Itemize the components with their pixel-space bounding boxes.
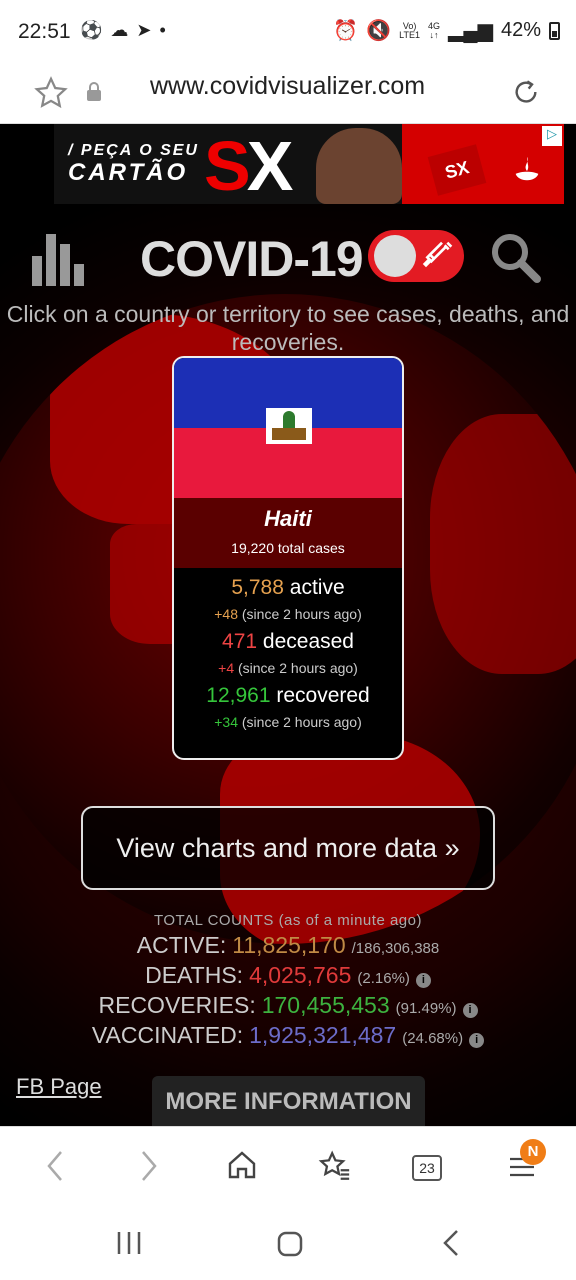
totals-vaccinated-row: VACCINATED: 1,925,321,487 (24.68%) i	[0, 1022, 576, 1049]
active-since: (since 2 hours ago)	[241, 606, 362, 622]
fb-page-link[interactable]: FB Page	[16, 1074, 102, 1099]
ad-tagline: / PEÇA O SEU CARTÃO	[68, 142, 199, 186]
vaccinated-total-label: VACCINATED:	[91, 1022, 244, 1048]
ad-banner[interactable]: / PEÇA O SEU CARTÃO SX SX ▷	[54, 124, 564, 204]
signal-icon: ▂▄▆	[448, 20, 493, 42]
dot-icon: •	[159, 20, 166, 40]
totals-header: TOTAL COUNTS (as of a minute ago)	[154, 912, 422, 929]
alarm-icon: ⏰	[333, 20, 359, 42]
cases-total-value: /186,306,388	[351, 940, 440, 957]
status-bar: 22:51 ⚽ ☁ ➤ • ⏰ 🔇 Vo) LTE1 4G ↓↑ ▂▄▆ 42%	[0, 0, 576, 62]
lock-icon	[84, 80, 104, 104]
santander-logo-icon	[510, 154, 544, 188]
soccer-icon: ⚽	[80, 20, 103, 40]
total-counts: TOTAL COUNTS (as of a minute ago) ACTIVE…	[0, 912, 576, 1049]
active-label: active	[289, 576, 345, 599]
recent-apps-icon[interactable]	[114, 1228, 144, 1258]
cloud-icon: ☁	[110, 20, 129, 40]
syringe-icon	[422, 240, 454, 272]
recoveries-total-value: 170,455,453	[261, 992, 390, 1018]
deaths-percent: (2.16%)	[357, 970, 410, 987]
flag-red-band	[174, 408, 402, 498]
ad-card-image: SX	[402, 124, 564, 204]
deceased-label: deceased	[262, 630, 354, 653]
vaccinated-percent: (24.68%)	[402, 1030, 464, 1047]
toggle-knob	[374, 235, 416, 277]
search-icon[interactable]	[488, 230, 544, 286]
recovered-since: (since 2 hours ago)	[241, 714, 362, 730]
vaccinated-total-value: 1,925,321,487	[249, 1022, 397, 1048]
totals-active-row: ACTIVE: 11,825,170 /186,306,388	[0, 932, 576, 959]
recovered-change: +34	[214, 714, 238, 730]
bar-chart-icon[interactable]	[32, 234, 90, 286]
bookmark-star-icon[interactable]	[32, 74, 70, 112]
address-bar: www.covidvisualizer.com	[0, 62, 576, 124]
deaths-total-value: 4,025,765	[249, 962, 352, 988]
deceased-since: (since 2 hours ago)	[238, 660, 358, 676]
country-name: Haiti	[264, 506, 312, 531]
notification-badge: N	[520, 1139, 546, 1165]
status-right: ⏰ 🔇 Vo) LTE1 4G ↓↑ ▂▄▆ 42%	[333, 18, 560, 43]
home-icon[interactable]	[224, 1147, 260, 1183]
view-charts-button[interactable]: View charts and more data »	[81, 806, 495, 890]
browser-toolbar: 23 N	[0, 1126, 576, 1206]
battery-percent: 42%	[500, 19, 541, 41]
stat-recovered: 12,961 recovered +34 (since 2 hours ago)	[174, 684, 402, 730]
active-total-label: ACTIVE:	[136, 932, 227, 958]
totals-deaths-row: DEATHS: 4,025,765 (2.16%) i	[0, 962, 576, 989]
url-text[interactable]: www.covidvisualizer.com	[150, 72, 426, 100]
europe-africa-region[interactable]	[430, 414, 576, 674]
vaccinated-info-icon[interactable]: i	[469, 1033, 485, 1048]
ad-card: SX	[427, 144, 487, 196]
notification-icons: ⚽ ☁ ➤ •	[80, 20, 166, 41]
country-header: Haiti 19,220 total cases	[174, 498, 402, 568]
home-button-icon[interactable]	[274, 1228, 306, 1260]
volte-indicator: Vo) LTE1	[399, 20, 421, 40]
stat-active: 5,788 active +48 (since 2 hours ago)	[174, 576, 402, 622]
forward-icon[interactable]	[132, 1149, 166, 1183]
totals-recoveries-row: RECOVERIES: 170,455,453 (91.49%) i	[0, 992, 576, 1019]
active-change: +48	[214, 606, 238, 622]
recoveries-total-label: RECOVERIES:	[98, 992, 256, 1018]
web-content: / PEÇA O SEU CARTÃO SX SX ▷ COVID-19 Cli…	[0, 124, 576, 1126]
ad-person-image	[316, 128, 402, 204]
instructions-text: Click on a country or territory to see c…	[6, 301, 570, 355]
status-time: 22:51	[18, 20, 71, 43]
site-header: COVID-19	[0, 224, 576, 294]
active-value: 5,788	[231, 576, 284, 599]
back-icon[interactable]	[38, 1149, 72, 1183]
reload-icon[interactable]	[506, 72, 546, 112]
deceased-value: 471	[222, 630, 258, 653]
tabs-count-icon[interactable]: 23	[412, 1155, 442, 1181]
active-total-value: 11,825,170	[232, 932, 346, 958]
ad-choices-icon[interactable]: ▷	[542, 126, 562, 146]
ad-brand: SX	[204, 127, 293, 204]
deaths-total-label: DEATHS:	[145, 962, 244, 988]
vaccine-toggle[interactable]	[368, 230, 464, 282]
site-title: COVID-19	[140, 231, 364, 287]
coat-of-arms-icon	[266, 408, 312, 444]
telegram-icon: ➤	[136, 20, 152, 40]
recoveries-info-icon[interactable]: i	[462, 1003, 478, 1018]
battery-icon	[549, 21, 560, 40]
stat-deceased: 471 deceased +4 (since 2 hours ago)	[174, 630, 402, 676]
system-back-icon[interactable]	[436, 1228, 466, 1258]
deceased-change: +4	[218, 660, 235, 676]
country-popup[interactable]: Haiti 19,220 total cases 5,788 active +4…	[172, 356, 404, 760]
total-cases: 19,220 total cases	[231, 540, 345, 556]
system-nav-bar	[0, 1206, 576, 1280]
4g-indicator: 4G ↓↑	[428, 20, 441, 40]
bookmarks-icon[interactable]	[316, 1147, 354, 1185]
more-information-button[interactable]: MORE INFORMATION	[152, 1076, 425, 1126]
mute-icon: 🔇	[366, 20, 392, 42]
recovered-value: 12,961	[206, 684, 271, 707]
recoveries-percent: (91.49%)	[395, 1000, 457, 1017]
recovered-label: recovered	[276, 684, 370, 707]
deaths-info-icon[interactable]: i	[415, 973, 431, 988]
